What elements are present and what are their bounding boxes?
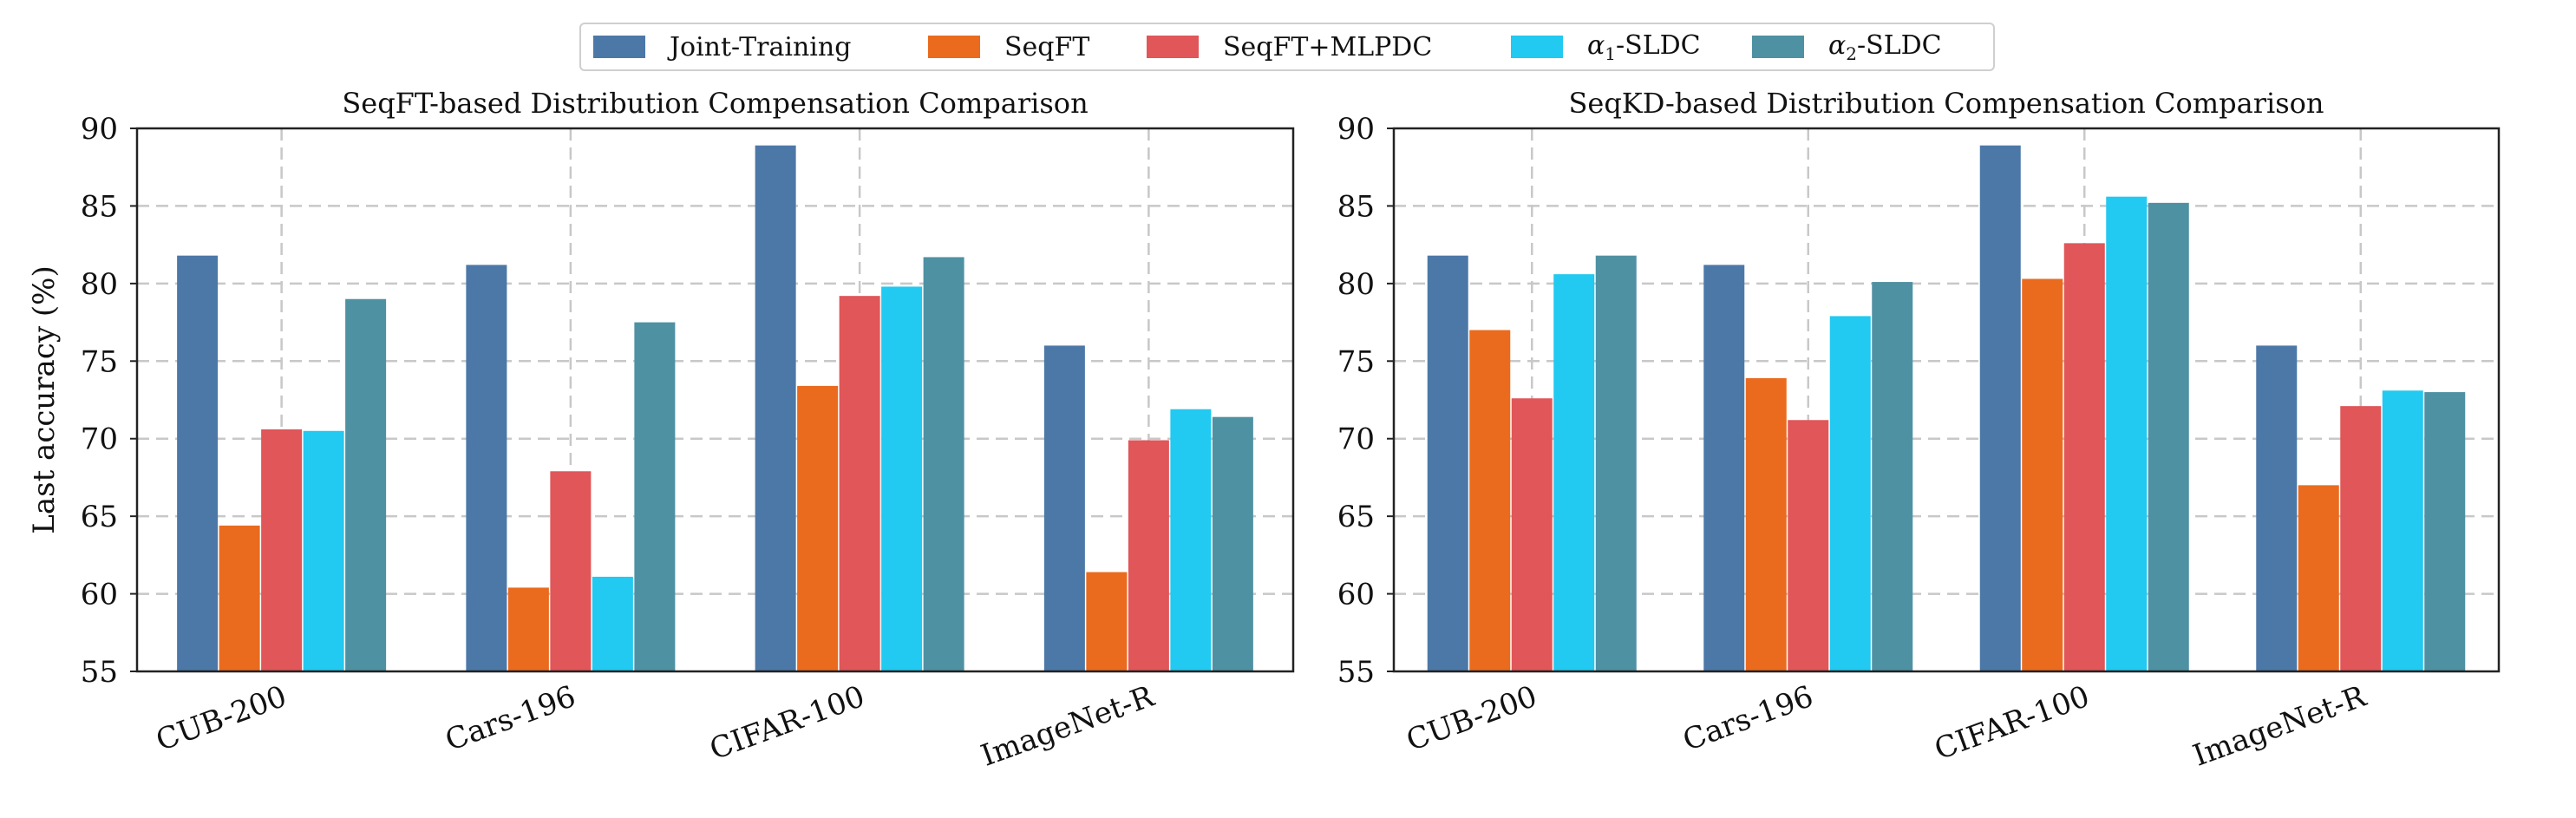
y-tick-label: 60 [1337,578,1375,612]
bar [1788,420,1829,671]
legend-label-alpha1-sldc: α1-SLDC [1587,29,1701,64]
y-tick-label: 90 [81,112,118,147]
legend-label-seqft-mlpdc: SeqFT+MLPDC [1223,31,1433,62]
legend-swatch-seqft-mlpdc [1147,36,1199,58]
legend-item-seqft-mlpdc: SeqFT+MLPDC [1147,24,1432,69]
x-tick-label: CUB-200 [152,679,291,758]
bar [1595,255,1637,671]
bar [550,471,592,671]
x-tick-label: CIFAR-100 [705,679,869,767]
legend-swatch-seqft [928,36,980,58]
bar [261,429,303,671]
y-tick-label: 75 [1337,344,1375,379]
bar [1745,377,1787,671]
bar [507,587,549,671]
bar [219,525,260,671]
bar [1128,440,1169,671]
bar [1979,145,2021,671]
legend-item-joint-training: Joint-Training [593,24,851,69]
bar [2022,278,2063,671]
bar [1170,409,1212,671]
chart-title: SeqFT-based Distribution Compensation Co… [342,87,1088,120]
plot-frame [135,127,1295,673]
bar [2106,196,2148,671]
y-tick-label: 80 [1337,267,1375,302]
legend-item-alpha1-sldc: α1-SLDC [1511,24,1701,69]
legend-swatch-alpha1-sldc [1511,36,1563,58]
y-tick-label: 90 [1337,112,1375,147]
bar [755,145,796,671]
bar [1469,330,1511,671]
y-tick-label: 80 [81,267,118,302]
legend: Joint-Training SeqFT SeqFT+MLPDC α1-SLDC… [579,23,1995,71]
bar [881,286,923,671]
legend-item-alpha2-sldc: α2-SLDC [1752,24,1942,69]
bar [2382,390,2423,671]
y-tick-label: 70 [1337,422,1375,457]
bar [1427,255,1468,671]
y-tick-label: 85 [81,189,118,224]
x-tick-label: ImageNet-R [2188,678,2371,773]
legend-item-seqft: SeqFT [928,24,1089,69]
bar [1511,398,1553,671]
x-tick-label: Cars-196 [441,679,580,758]
bar [1553,274,1595,671]
y-tick-label: 85 [1337,189,1375,224]
legend-label-joint-training: Joint-Training [670,31,852,62]
y-tick-label: 55 [1337,655,1375,690]
legend-label-seqft: SeqFT [1004,31,1090,62]
y-tick-label: 60 [81,578,118,612]
bar [839,296,880,671]
x-tick-label: CIFAR-100 [1930,679,2094,767]
bar [923,257,964,671]
bar [1872,282,1913,671]
chart-title: SeqKD-based Distribution Compensation Co… [1568,87,2324,120]
x-tick-label: CUB-200 [1402,679,1541,758]
bar [1212,416,1253,671]
x-tick-label: ImageNet-R [977,678,1160,773]
bar [1829,316,1871,671]
bar [592,576,633,671]
legend-swatch-joint-training [593,36,645,58]
y-tick-label: 75 [81,344,118,379]
plot-frame [1392,127,2501,673]
y-tick-label: 70 [81,422,118,457]
bar [177,255,219,671]
y-axis-label: Last accuracy (%) [27,265,62,533]
bar [1043,345,1085,671]
bar [797,385,839,671]
bar [2298,485,2339,671]
bar [2424,392,2466,671]
bar [345,298,387,671]
bar [1703,265,1745,671]
bar [2340,406,2382,671]
y-tick-label: 65 [1337,500,1375,534]
legend-label-alpha2-sldc: α2-SLDC [1828,29,1942,64]
bar [1086,572,1128,671]
x-tick-label: Cars-196 [1678,679,1818,758]
bar [2148,202,2189,671]
bar [466,265,507,671]
bar [2063,243,2105,671]
y-tick-label: 55 [81,655,118,690]
y-tick-label: 65 [81,500,118,534]
bar [634,322,676,671]
bar [2256,345,2298,671]
legend-swatch-alpha2-sldc [1752,36,1804,58]
bar [303,430,344,671]
